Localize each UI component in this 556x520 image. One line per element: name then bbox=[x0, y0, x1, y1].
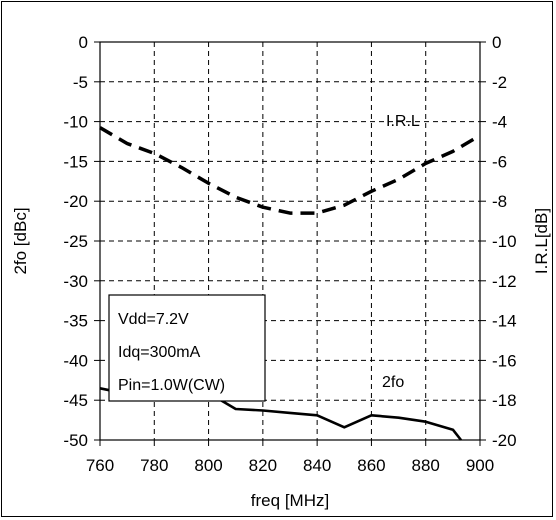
y-right-tick-label: -18 bbox=[492, 391, 517, 410]
y-right-tick-label: -6 bbox=[492, 152, 507, 171]
y-left-tick-label: -25 bbox=[63, 232, 88, 251]
y-left-tick-label: -45 bbox=[63, 391, 88, 410]
y-left-tick-label: -20 bbox=[63, 192, 88, 211]
y-right-tick-label: -16 bbox=[492, 351, 517, 370]
series-label-2fo: 2fo bbox=[382, 374, 404, 391]
series-label-irl: I.R.L bbox=[386, 113, 420, 130]
y-right-tick-label: -10 bbox=[492, 232, 517, 251]
x-tick-label: 780 bbox=[140, 456, 168, 475]
y-right-tick-label: -2 bbox=[492, 73, 507, 92]
y-left-tick-label: -40 bbox=[63, 351, 88, 370]
grid-lines bbox=[100, 42, 480, 440]
conditions-box bbox=[108, 294, 266, 402]
series-line-i-r-l bbox=[99, 126, 481, 215]
condition-idq: Idq=300mA bbox=[118, 344, 201, 361]
y-left-tick-label: 0 bbox=[79, 33, 88, 52]
x-tick-label: 840 bbox=[303, 456, 331, 475]
y-left-tick-label: -10 bbox=[63, 113, 88, 132]
x-tick-label: 900 bbox=[466, 456, 494, 475]
y-left-tick-label: -30 bbox=[63, 272, 88, 291]
x-axis-label: freq [MHz] bbox=[251, 491, 329, 510]
y-right-tick-label: -20 bbox=[492, 431, 517, 450]
axis-ticks: 760 780 800 820 840 860 880 9000-5-10-15-20-25-… bbox=[63, 33, 516, 475]
x-tick-label: 800 bbox=[194, 456, 222, 475]
y-left-tick-label: -50 bbox=[63, 431, 88, 450]
y-right-tick-label: -12 bbox=[492, 272, 517, 291]
y-left-tick-label: -35 bbox=[63, 312, 88, 331]
y-left-tick-label: -15 bbox=[63, 152, 88, 171]
condition-vdd: Vdd=7.2V bbox=[118, 311, 189, 328]
y-right-axis-label: I.R.L[dB] bbox=[532, 208, 551, 274]
x-tick-label: 880 bbox=[412, 456, 440, 475]
y-right-tick-label: -8 bbox=[492, 192, 507, 211]
y-right-tick-label: 0 bbox=[492, 33, 501, 52]
condition-pin: Pin=1.0W(CW) bbox=[118, 377, 225, 394]
y-right-tick-label: -14 bbox=[492, 312, 517, 331]
x-tick-label: 820 bbox=[249, 456, 277, 475]
x-tick-label: 860 bbox=[357, 456, 385, 475]
y-left-axis-label: 2fo [dBc] bbox=[11, 207, 30, 274]
y-left-tick-label: -5 bbox=[73, 73, 88, 92]
y-right-tick-label: -4 bbox=[492, 113, 507, 132]
x-tick-label: 760 bbox=[86, 456, 114, 475]
